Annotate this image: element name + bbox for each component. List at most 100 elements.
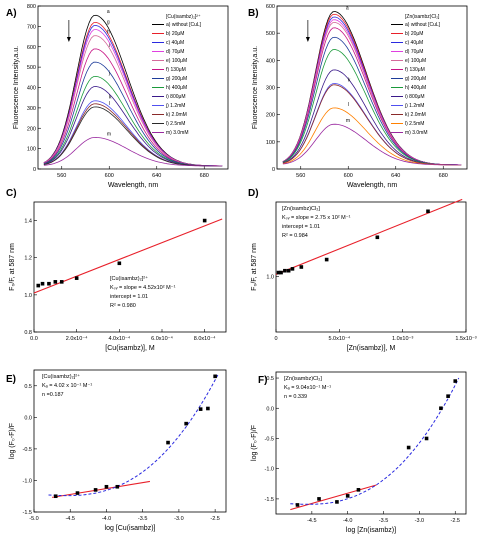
data-point	[283, 268, 287, 273]
y-tick-label: -1.0	[265, 467, 274, 473]
panel-letter: B)	[248, 8, 259, 19]
y-tick-label: -0.5	[23, 447, 32, 453]
y-tick-label: 600	[266, 4, 275, 10]
y-tick-label: 800	[27, 4, 36, 10]
y-tick-label: 700	[27, 24, 36, 30]
series-line	[43, 14, 223, 167]
y-axis-label: F₀/F, at 587 nm	[9, 243, 16, 291]
trend-curve	[290, 377, 460, 505]
x-tick-label: 600	[105, 173, 114, 179]
y-tick-label: -0.5	[265, 436, 274, 442]
data-point	[335, 500, 339, 504]
legend-entry: b) 20μM	[166, 31, 184, 37]
x-tick-label: -3.0	[415, 518, 424, 524]
y-tick-label: 1.2	[24, 256, 32, 262]
x-tick-label: -2.5	[210, 516, 219, 522]
data-point	[375, 235, 380, 240]
arrow-head	[305, 37, 310, 42]
curve-tag: k	[348, 77, 351, 83]
panel-b: B) 560 600 640 680 0 100 200 300 400 500 600 Wavelen…	[248, 4, 468, 189]
data-point	[295, 503, 300, 507]
y-axis-label: F₀/F, at 587 nm	[251, 243, 258, 291]
data-point	[276, 270, 281, 275]
y-tick-label: -1.5	[23, 510, 32, 516]
x-axis-label: Wavelength, nm	[347, 182, 397, 189]
y-tick-label: -1.5	[265, 497, 274, 503]
data-point	[290, 267, 295, 271]
data-point	[53, 280, 58, 284]
x-tick-label: 560	[57, 173, 66, 179]
data-point	[75, 491, 80, 495]
x-tick-label: 6.0x10⁻⁴	[151, 335, 173, 342]
data-point	[184, 421, 188, 426]
y-tick-label: 0	[33, 167, 36, 173]
x-tick-label: 640	[391, 173, 400, 179]
data-point	[345, 494, 350, 498]
legend-title: [Zn(isambz)Cl₂]	[405, 14, 440, 20]
data-point	[324, 257, 329, 262]
data-point	[446, 394, 450, 398]
x-tick-label: 2.0x10⁻⁴	[66, 335, 88, 342]
data-point	[198, 407, 203, 411]
legend-entry: f) 130μM	[405, 67, 425, 73]
y-tick-label: 0.0	[24, 415, 32, 421]
x-tick-label: 600	[344, 173, 353, 179]
plot-frame	[33, 201, 227, 333]
annotation: n = 0.339	[284, 394, 307, 400]
legend-entry: c) 40μM	[405, 40, 423, 46]
x-tick-label: -3.0	[174, 516, 183, 522]
y-axis-label: log (F₀-F)/F	[251, 425, 258, 461]
data-point	[426, 209, 430, 214]
panel-letter: F)	[258, 375, 267, 386]
series-line	[282, 19, 462, 166]
data-point	[202, 218, 207, 223]
annotation: [Cu(isambz)₂]²⁺	[110, 275, 148, 282]
legend-entry: m) 3.0mM	[405, 130, 428, 136]
panel-letter: D)	[248, 188, 259, 199]
panel-a: A) 560 600 640 680 0 100 200 300 400 500 600 700 800 W…	[6, 4, 229, 189]
x-tick-label: -4.0	[102, 516, 111, 522]
y-tick-label: 100	[266, 140, 275, 146]
plot-frame	[33, 369, 227, 513]
legend-title: [Cu(isambz)₂]²⁺	[166, 14, 201, 20]
legend-entry: a) without [CuL]	[166, 22, 202, 28]
data-point	[104, 484, 109, 489]
legend-entry: b) 20μM	[405, 31, 423, 37]
panel-letter: C)	[6, 188, 17, 199]
y-axis-label: Fluorescence Intensity,a.u.	[13, 46, 20, 129]
curve-tag: i	[109, 43, 110, 49]
series-line	[43, 103, 223, 167]
legend-entry: g) 200μM	[166, 76, 187, 82]
y-tick-label: 1.4	[24, 219, 32, 225]
legend-entry: k) 2.0mM	[166, 112, 187, 118]
legend-entry: d) 70μM	[405, 49, 423, 55]
panel-f: F) -4.5 -4.0 -3.5 -3.0 -2.5 -1.5 -1.0 -0.5 0.0 0.5…	[251, 371, 467, 534]
legend-entry: e) 100μM	[405, 58, 426, 64]
x-tick-label: 4.0x10⁻⁴	[108, 335, 130, 342]
annotation: Kₛᵥ = slope = 2.75 x 10² M⁻¹	[282, 215, 351, 221]
legend-entry: d) 70μM	[166, 49, 184, 55]
series-line	[43, 35, 223, 167]
x-tick-label: -3.5	[379, 518, 388, 524]
annotation: Kₐ = 9.04x10⁻¹ M⁻¹	[284, 385, 331, 391]
x-tick-label: 0	[274, 336, 277, 342]
x-axis-label: [Zn(isambz)], M	[347, 345, 396, 352]
x-axis-label: log [Cu(isambz)]	[105, 525, 156, 532]
annotation: R² = 0.984	[282, 233, 308, 239]
data-point	[206, 406, 210, 411]
y-tick-label: 200	[266, 113, 275, 119]
y-tick-label: 300	[27, 106, 36, 112]
series-line	[43, 21, 223, 167]
annotation: [Zn(isambz)Cl₂]	[284, 376, 322, 382]
x-tick-label: -5.0	[29, 516, 38, 522]
data-point	[40, 281, 45, 286]
data-point	[424, 436, 429, 441]
x-axis-label: log [Zn(isambz)]	[346, 527, 396, 534]
legend-entry: h) 400μM	[405, 85, 426, 91]
series-line	[43, 136, 223, 167]
plot-frame	[275, 201, 467, 333]
series-line	[282, 11, 462, 166]
curve-tag: a	[107, 9, 110, 15]
panel-letter: E)	[6, 374, 16, 385]
